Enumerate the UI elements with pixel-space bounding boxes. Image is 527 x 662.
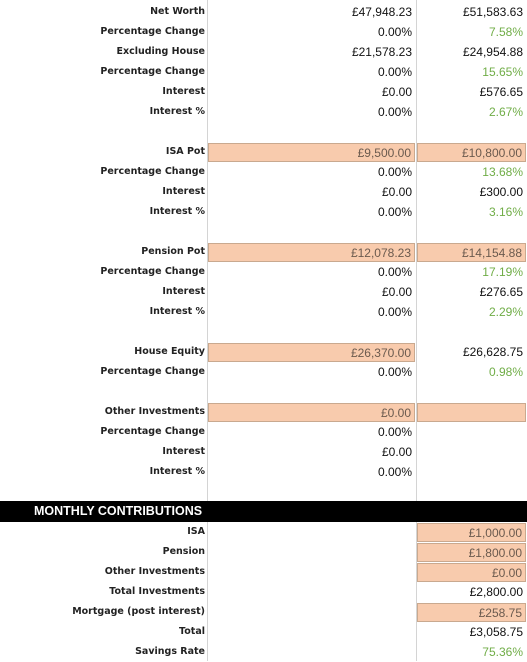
column-border xyxy=(416,0,417,661)
cell-value: £2,800.00 xyxy=(469,585,523,599)
row-label: Interest % xyxy=(149,206,205,217)
cell-value: £0.00 xyxy=(381,285,412,299)
cell-value: 0.00% xyxy=(377,65,412,79)
row-label: Mortgage (post interest) xyxy=(72,606,205,617)
section-header: MONTHLY CONTRIBUTIONS xyxy=(0,501,527,522)
cell-value: 0.00% xyxy=(377,465,412,479)
cell-value: 2.29% xyxy=(488,305,523,319)
cell-value: 0.00% xyxy=(377,105,412,119)
cell-value: £26,628.75 xyxy=(462,345,523,359)
row-label: Percentage Change xyxy=(100,266,205,277)
cell-value: £0.00 xyxy=(381,185,412,199)
cell-value: 0.00% xyxy=(377,205,412,219)
cell-value: 0.00% xyxy=(377,165,412,179)
cell-value: 0.00% xyxy=(377,425,412,439)
cell-value: £0.00 xyxy=(381,85,412,99)
row-label: Other Investments xyxy=(104,566,205,577)
cell-value: £21,578.23 xyxy=(351,45,412,59)
row-label: Savings Rate xyxy=(135,646,205,657)
cell-value: 75.36% xyxy=(482,645,523,659)
cell-value: 3.16% xyxy=(488,205,523,219)
cell-value: £3,058.75 xyxy=(469,625,523,639)
cell-value: £1,800.00 xyxy=(417,543,526,562)
cell-value xyxy=(417,403,526,422)
row-label: Interest xyxy=(162,186,205,197)
cell-value: £51,583.63 xyxy=(462,5,523,19)
cell-value: 0.00% xyxy=(377,305,412,319)
row-label: Other Investments xyxy=(104,406,205,417)
cell-value: 0.00% xyxy=(377,265,412,279)
cell-value: £10,800.00 xyxy=(417,143,526,162)
row-label: Net Worth xyxy=(150,6,205,17)
row-label: Percentage Change xyxy=(100,66,205,77)
row-label: Interest xyxy=(162,286,205,297)
row-label: Pension Pot xyxy=(141,246,205,257)
cell-value: 0.00% xyxy=(377,25,412,39)
cell-value: £276.65 xyxy=(479,285,523,299)
cell-value: £9,500.00 xyxy=(208,143,415,162)
cell-value: 17.19% xyxy=(482,265,523,279)
cell-value: £0.00 xyxy=(417,563,526,582)
cell-value: £576.65 xyxy=(479,85,523,99)
cell-value: £47,948.23 xyxy=(351,5,412,19)
row-label: ISA xyxy=(187,526,205,537)
cell-value: 2.67% xyxy=(488,105,523,119)
row-label: Interest % xyxy=(149,306,205,317)
row-label: Interest % xyxy=(149,106,205,117)
column-border xyxy=(207,0,208,661)
cell-value: £1,000.00 xyxy=(417,523,526,542)
row-label: Percentage Change xyxy=(100,426,205,437)
cell-value: £0.00 xyxy=(208,403,415,422)
cell-value: £0.00 xyxy=(381,445,412,459)
cell-value: 0.98% xyxy=(488,365,523,379)
cell-value: £12,078.23 xyxy=(208,243,415,262)
cell-value: 15.65% xyxy=(482,65,523,79)
cell-value: 13.68% xyxy=(482,165,523,179)
cell-value: 7.58% xyxy=(488,25,523,39)
cell-value: £14,154.88 xyxy=(417,243,526,262)
cell-value: £24,954.88 xyxy=(462,45,523,59)
row-label: ISA Pot xyxy=(165,146,205,157)
row-label: Percentage Change xyxy=(100,166,205,177)
cell-value: 0.00% xyxy=(377,365,412,379)
row-label: Interest xyxy=(162,86,205,97)
row-label: Interest xyxy=(162,446,205,457)
row-label: Percentage Change xyxy=(100,366,205,377)
row-label: Percentage Change xyxy=(100,26,205,37)
row-label: Total xyxy=(179,626,205,637)
cell-value: £26,370.00 xyxy=(208,343,415,362)
row-label: House Equity xyxy=(134,346,205,357)
row-label: Interest % xyxy=(149,466,205,477)
row-label: Total Investments xyxy=(109,586,205,597)
row-label: Excluding House xyxy=(116,46,205,57)
cell-value: £300.00 xyxy=(479,185,523,199)
row-label: Pension xyxy=(162,546,205,557)
cell-value: £258.75 xyxy=(417,603,526,622)
